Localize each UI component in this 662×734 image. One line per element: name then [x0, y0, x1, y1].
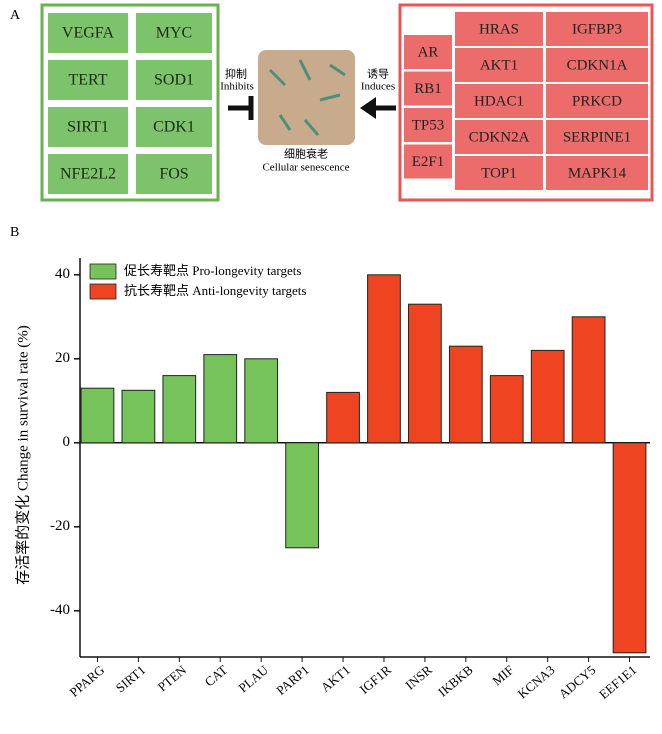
- inhibit-symbol: [228, 96, 252, 120]
- bar: [81, 388, 114, 443]
- gene-label: TP53: [412, 117, 445, 133]
- bar: [122, 390, 155, 443]
- bar: [490, 376, 523, 443]
- gene-label: SOD1: [154, 72, 194, 89]
- x-tick-label: MIF: [489, 662, 516, 688]
- gene-label: CDKN2A: [469, 129, 530, 145]
- legend-swatch: [90, 284, 116, 299]
- gene-label: E2F1: [412, 154, 445, 170]
- inhibits-en: Inhibits: [220, 81, 254, 93]
- gene-label: NFE2L2: [60, 166, 116, 183]
- bar: [449, 346, 482, 443]
- senescence-cn: 细胞衰老: [284, 147, 328, 161]
- panel-label: B: [10, 225, 19, 240]
- bar: [368, 275, 401, 443]
- y-tick-label: 20: [55, 350, 70, 366]
- y-tick-label: 40: [55, 266, 70, 282]
- bar: [245, 359, 278, 443]
- induces-en: Induces: [361, 81, 395, 93]
- y-tick-label: -20: [50, 518, 70, 534]
- gene-label: CDK1: [153, 119, 195, 136]
- gene-label: CDKN1A: [567, 57, 628, 73]
- x-tick-label: AKT1: [318, 662, 353, 695]
- x-tick-label: IGF1R: [356, 662, 394, 697]
- gene-label: AKT1: [480, 57, 518, 73]
- x-tick-label: IKBKB: [435, 662, 476, 700]
- bar: [327, 392, 360, 442]
- bar: [204, 355, 237, 443]
- x-tick-label: PTEN: [155, 662, 190, 695]
- induce-arrow: [360, 97, 396, 119]
- x-tick-label: PLAU: [235, 662, 271, 696]
- gene-label: HRAS: [479, 21, 519, 37]
- y-axis-label: 存活率的变化 Change in survival rate (%): [14, 325, 31, 585]
- x-tick-label: PARP1: [273, 662, 312, 698]
- gene-label: MAPK14: [568, 165, 627, 181]
- gene-label: TERT: [68, 72, 107, 89]
- gene-label: VEGFA: [62, 25, 115, 42]
- bar: [286, 443, 319, 548]
- gene-label: PRKCD: [572, 93, 622, 109]
- gene-label: SIRT1: [67, 119, 109, 136]
- bar: [163, 376, 196, 443]
- x-tick-label: KCNA3: [515, 662, 558, 701]
- figure: A 抑制 Inhibits 诱导 Induces 细胞衰老 Cellular s…: [0, 0, 662, 729]
- x-tick-label: EEF1E1: [596, 662, 639, 702]
- x-tick-label: INSR: [402, 662, 435, 693]
- senescence-en: Cellular senescence: [262, 162, 349, 174]
- gene-label: RB1: [414, 81, 442, 97]
- panel-label: A: [10, 8, 21, 23]
- cell-image: [258, 50, 355, 145]
- x-tick-label: ADCY5: [556, 662, 599, 701]
- gene-label: FOS: [159, 166, 188, 183]
- gene-label: AR: [418, 44, 439, 60]
- x-tick-label: SIRT1: [113, 662, 149, 695]
- y-tick-label: 0: [63, 434, 71, 450]
- legend-label: 促长寿靶点 Pro-longevity targets: [124, 263, 301, 278]
- x-tick-label: PPARG: [66, 662, 107, 700]
- gene-label: TOP1: [481, 165, 517, 181]
- legend-swatch: [90, 264, 116, 279]
- induces-cn: 诱导: [367, 68, 389, 81]
- bar: [572, 317, 605, 443]
- gene-label: HDAC1: [474, 93, 524, 109]
- gene-label: IGFBP3: [572, 21, 622, 37]
- gene-label: MYC: [156, 25, 192, 42]
- bar: [531, 350, 564, 442]
- bar: [613, 443, 646, 653]
- bar: [409, 304, 442, 443]
- y-tick-label: -40: [50, 602, 70, 618]
- legend-label: 抗长寿靶点 Anti-longevity targets: [124, 283, 306, 298]
- x-tick-label: CAT: [202, 662, 231, 689]
- inhibits-cn: 抑制: [225, 67, 247, 81]
- gene-label: SERPINE1: [563, 129, 631, 145]
